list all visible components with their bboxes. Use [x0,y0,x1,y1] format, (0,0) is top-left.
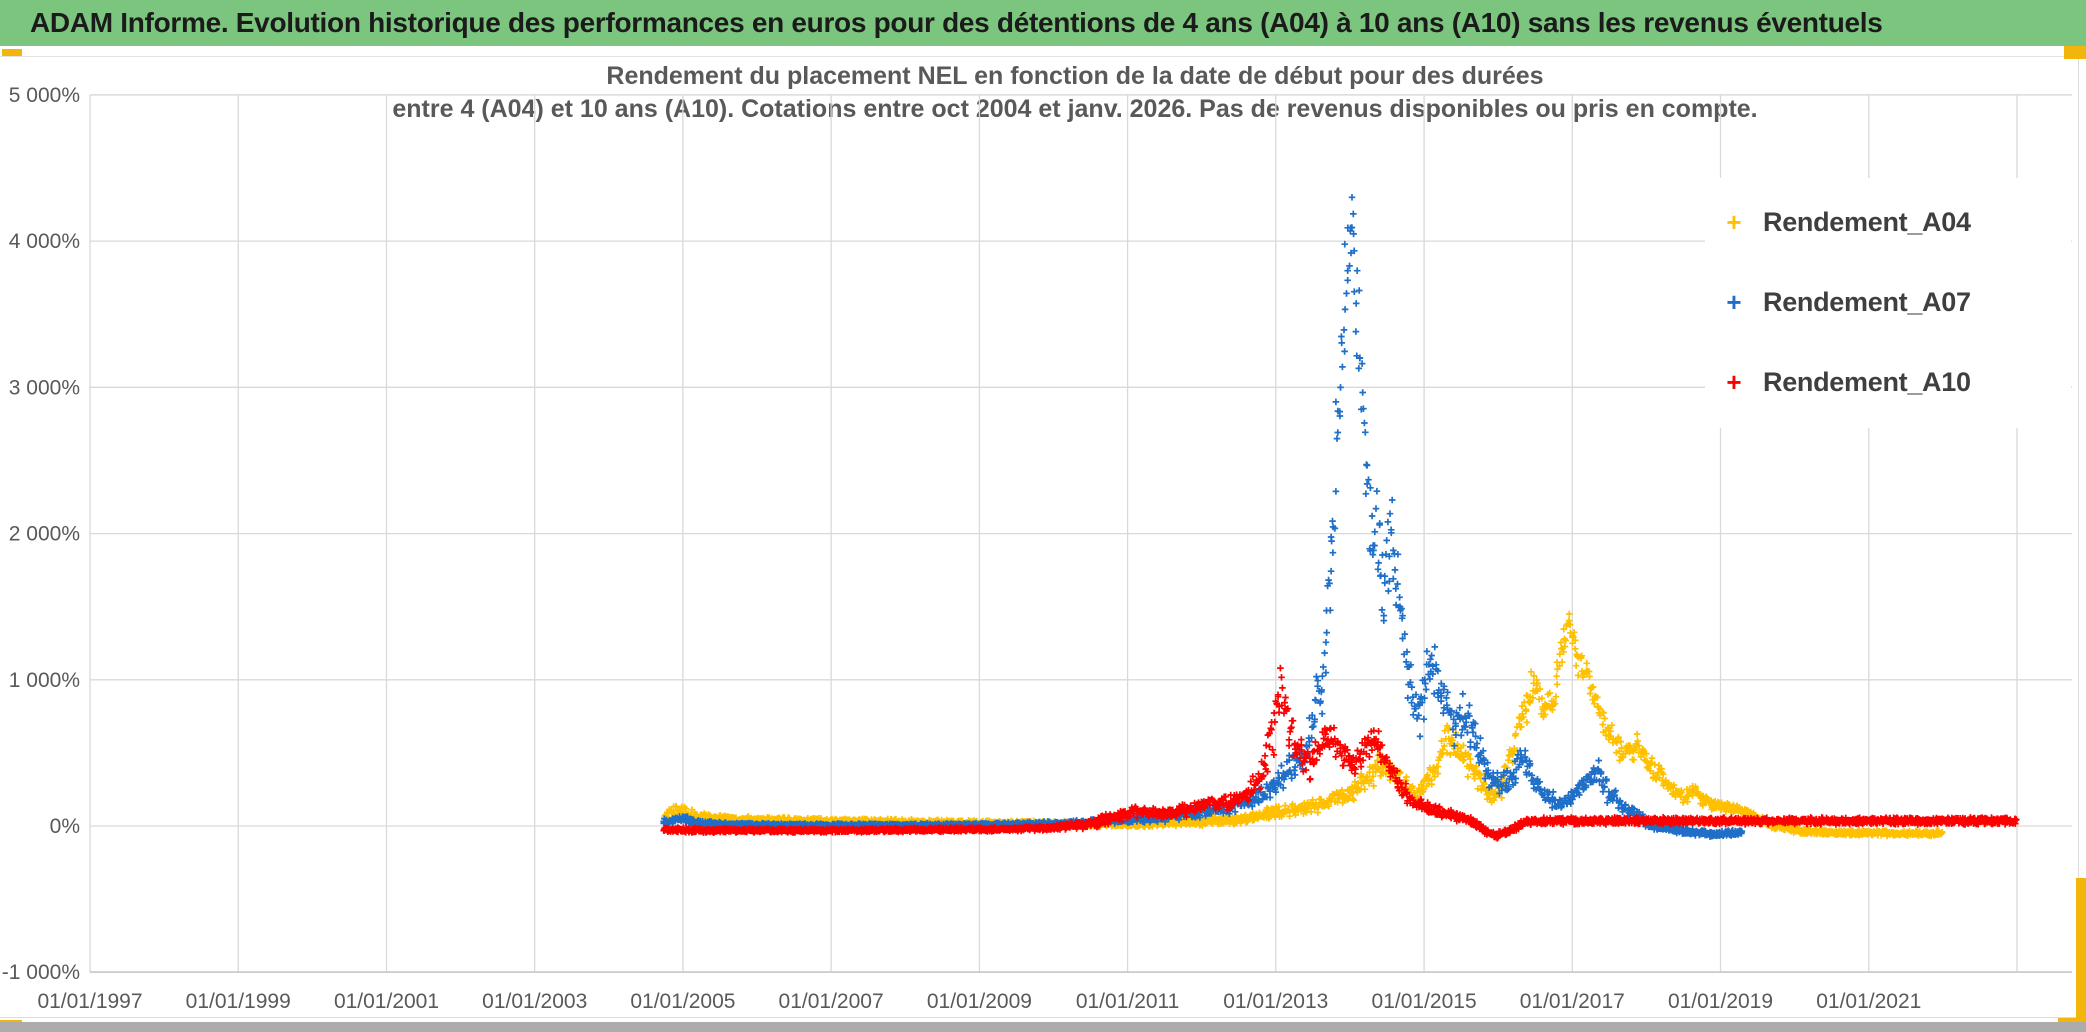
chart-title-line1: Rendement du placement NEL en fonction d… [606,62,1544,90]
orange-accent-top-left [2,49,22,56]
scatter-series-rendement_a10 [660,664,2020,842]
title-banner: ADAM Informe. Evolution historique des p… [0,0,2086,46]
legend-marker-icon: + [1726,287,1742,317]
scatter-series-rendement_a07 [660,194,1746,840]
legend-item-rendement_a07[interactable]: + Rendement_A07 [1705,276,2071,328]
banner-title: ADAM Informe. Evolution historique des p… [30,7,1883,38]
x-tick-label: 01/01/2007 [779,990,884,1013]
y-axis-labels: 5 000% 4 000% 3 000% 2 000% 1 000% 0% -1 000% [2,84,80,984]
y-tick-label: 4 000% [9,230,80,253]
x-tick-label: 01/01/2019 [1668,990,1773,1013]
y-tick-label: -1 000% [2,961,80,984]
legend: + Rendement_A04 + Rendement_A07 + Rendement_A… [1705,178,2071,428]
x-tick-label: 01/01/1999 [186,990,291,1013]
y-tick-label: 0% [50,815,80,838]
y-tick-label: 3 000% [9,376,80,399]
x-tick-label: 01/01/2001 [334,990,439,1013]
y-tick-label: 1 000% [9,669,80,692]
chart-title-line2: entre 4 (A04) et 10 ans (A10). Cotations… [392,95,1758,123]
x-tick-label: 01/01/2013 [1223,990,1328,1013]
orange-accent-top-right [2064,46,2086,59]
x-tick-label: 01/01/2021 [1816,990,1921,1013]
x-tick-label: 01/01/2005 [630,990,735,1013]
y-tick-label: 5 000% [9,84,80,107]
y-tick-label: 2 000% [9,523,80,546]
x-tick-label: 01/01/2011 [1076,990,1180,1013]
x-tick-label: 01/01/2015 [1372,990,1477,1013]
legend-item-rendement_a10[interactable]: + Rendement_A10 [1705,356,2071,408]
x-tick-label: 01/01/1997 [37,990,142,1013]
orange-accent-right-strip [2076,878,2086,1032]
legend-label: Rendement_A04 [1763,206,1971,237]
scatter-series-rendement_a04 [661,610,1946,840]
x-tick-label: 01/01/2003 [482,990,587,1013]
legend-marker-icon: + [1726,207,1742,237]
bottom-gray-strip [0,1022,2086,1032]
legend-label: Rendement_A10 [1763,366,1971,397]
x-tick-label: 01/01/2017 [1520,990,1625,1013]
legend-marker-icon: + [1726,367,1742,397]
x-tick-label: 01/01/2009 [927,990,1032,1013]
x-axis-labels: 01/01/1997 01/01/1999 01/01/2001 01/01/2003… [37,990,1921,1013]
legend-item-rendement_a04[interactable]: + Rendement_A04 [1705,196,2071,248]
legend-label: Rendement_A07 [1763,286,1971,317]
